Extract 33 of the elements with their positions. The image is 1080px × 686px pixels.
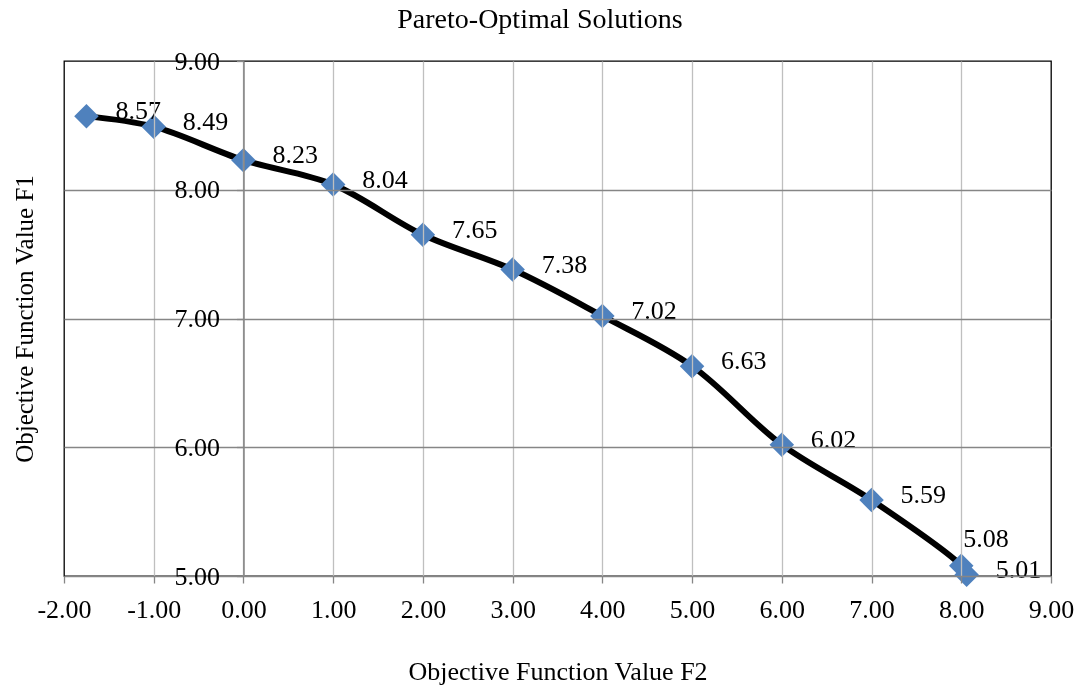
y-tick-label: 6.00 bbox=[174, 432, 220, 462]
data-label: 7.02 bbox=[631, 295, 677, 325]
x-tick-label: 3.00 bbox=[490, 594, 536, 624]
data-label: 5.08 bbox=[963, 523, 1009, 553]
y-tick-label: 5.00 bbox=[174, 561, 220, 591]
point bbox=[74, 104, 99, 129]
x-tick-label: -2.00 bbox=[37, 594, 92, 624]
y-tick-label: 8.00 bbox=[174, 175, 220, 205]
data-label: 5.59 bbox=[900, 480, 947, 510]
point bbox=[679, 353, 705, 379]
x-axis-title: Objective Function Value F2 bbox=[408, 656, 708, 686]
x-tick-label: -1.00 bbox=[127, 594, 182, 624]
data-label: 7.38 bbox=[541, 249, 588, 279]
y-tick-label: 7.00 bbox=[174, 304, 220, 333]
x-tick-label: 7.00 bbox=[849, 594, 895, 624]
point bbox=[500, 257, 525, 282]
x-tick-label: 9.00 bbox=[1028, 594, 1075, 624]
x-tick-label: 5.00 bbox=[669, 594, 716, 624]
x-tick-label: 2.00 bbox=[400, 594, 447, 624]
x-tick-label: 0.00 bbox=[221, 594, 267, 624]
x-tick-label: 1.00 bbox=[310, 594, 357, 624]
data-label: 6.63 bbox=[721, 346, 767, 376]
data-label: 8.04 bbox=[362, 164, 408, 194]
data-label: 8.57 bbox=[115, 96, 161, 126]
y-axis-title: Objective Function Value F1 bbox=[10, 175, 38, 463]
x-tick-label: 6.00 bbox=[759, 594, 806, 624]
chart-title: Pareto-Optimal Solutions bbox=[397, 3, 683, 34]
x-tick-label: 4.00 bbox=[580, 594, 626, 624]
data-label: 7.65 bbox=[451, 214, 498, 244]
x-tick-label: 8.00 bbox=[939, 594, 985, 624]
point bbox=[410, 222, 436, 248]
data-label: 8.49 bbox=[182, 106, 229, 136]
data-label: 8.23 bbox=[272, 140, 318, 170]
